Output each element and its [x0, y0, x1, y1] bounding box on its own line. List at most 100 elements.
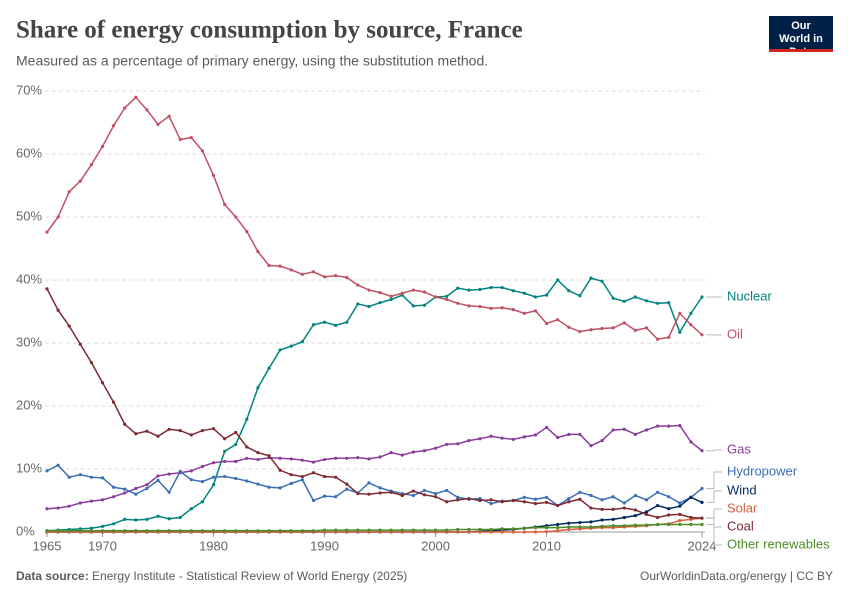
point [689, 522, 693, 527]
point [456, 498, 460, 502]
point [300, 458, 304, 462]
point [245, 479, 249, 483]
point [322, 528, 327, 532]
point [45, 287, 49, 291]
point [56, 506, 60, 510]
point [511, 527, 515, 531]
point [567, 521, 571, 525]
point [145, 486, 149, 491]
point [78, 179, 82, 183]
point [78, 342, 82, 346]
point [300, 474, 304, 479]
point [256, 529, 260, 533]
point [655, 337, 660, 341]
point [700, 333, 704, 337]
point [89, 163, 94, 167]
legend-leader [706, 517, 722, 528]
point [433, 295, 438, 299]
point [589, 525, 593, 529]
legend-leader [706, 523, 722, 546]
point [467, 288, 471, 292]
point [622, 524, 626, 528]
point [211, 173, 216, 178]
point [433, 491, 438, 496]
point [522, 500, 526, 504]
point [356, 283, 360, 287]
point [478, 530, 482, 534]
point [378, 301, 382, 305]
point [456, 527, 460, 532]
point [655, 503, 660, 508]
point [112, 495, 116, 499]
point [67, 529, 71, 533]
logo[interactable]: Our World in Data [769, 16, 833, 52]
point [156, 478, 160, 482]
point [278, 468, 282, 472]
legend-label: Solar [727, 500, 758, 515]
point [234, 215, 238, 219]
point [544, 425, 549, 430]
point [89, 529, 94, 533]
point [278, 456, 282, 460]
point [445, 294, 449, 298]
point [433, 495, 438, 499]
point [511, 498, 515, 503]
point [334, 475, 338, 479]
point [600, 439, 604, 443]
x-tick-label: 2010 [532, 538, 561, 553]
point [689, 515, 693, 520]
point [345, 320, 349, 324]
point [322, 275, 327, 279]
point [411, 489, 415, 493]
point [223, 459, 227, 464]
point [500, 285, 504, 290]
point [489, 530, 493, 534]
point [489, 527, 493, 532]
point [544, 500, 549, 504]
point [589, 444, 593, 448]
point [689, 495, 693, 499]
point [678, 311, 682, 315]
logo-bar [769, 49, 833, 52]
point [533, 502, 538, 506]
point [667, 335, 671, 339]
point [289, 344, 293, 348]
point [533, 497, 538, 501]
point [289, 457, 293, 461]
point [56, 529, 60, 533]
point [633, 493, 637, 498]
point [400, 291, 404, 295]
point [223, 449, 227, 453]
point [245, 529, 249, 533]
point [611, 428, 615, 432]
point [700, 500, 704, 504]
point [478, 437, 482, 441]
point [112, 485, 116, 489]
y-tick-label: 60% [16, 145, 42, 160]
point [167, 114, 171, 118]
point [378, 455, 382, 459]
point [300, 529, 304, 533]
line [47, 523, 702, 532]
point [667, 513, 671, 517]
y-tick-label: 20% [16, 397, 42, 412]
point [200, 428, 205, 433]
point [678, 522, 682, 527]
legend-label: Other renewables [727, 536, 830, 551]
point [467, 530, 471, 534]
point [633, 514, 637, 518]
point [200, 529, 205, 533]
point [433, 528, 438, 532]
legend-leader [706, 471, 722, 490]
point [689, 440, 693, 444]
point [167, 490, 171, 494]
point [56, 308, 60, 312]
x-tick-label: 1990 [310, 538, 339, 553]
point [311, 498, 316, 503]
point [667, 424, 671, 428]
point [156, 434, 160, 438]
point [311, 270, 316, 274]
point [167, 529, 171, 533]
point [67, 475, 71, 479]
